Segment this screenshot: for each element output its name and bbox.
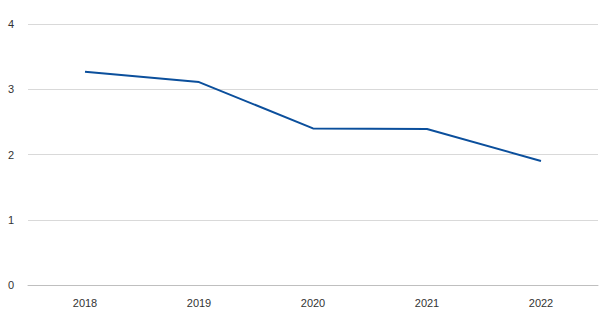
svg-text:2022: 2022 bbox=[529, 297, 553, 309]
svg-text:3: 3 bbox=[8, 83, 14, 95]
svg-text:0: 0 bbox=[8, 279, 14, 291]
svg-text:2: 2 bbox=[8, 149, 14, 161]
svg-text:2018: 2018 bbox=[73, 297, 97, 309]
svg-text:2019: 2019 bbox=[187, 297, 211, 309]
svg-text:1: 1 bbox=[8, 214, 14, 226]
svg-text:2020: 2020 bbox=[301, 297, 325, 309]
svg-text:4: 4 bbox=[8, 18, 14, 30]
svg-text:2021: 2021 bbox=[415, 297, 439, 309]
